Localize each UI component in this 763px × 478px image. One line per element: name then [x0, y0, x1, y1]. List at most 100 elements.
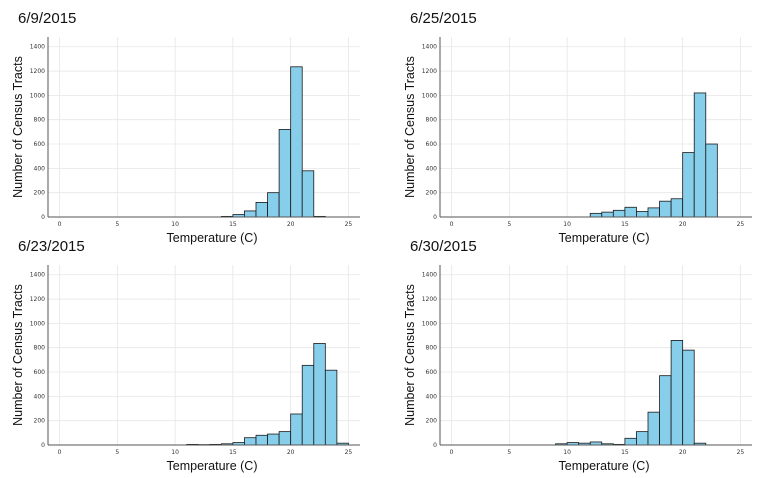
histogram-bar: [647, 207, 660, 218]
histogram-bar: [301, 170, 315, 218]
histogram-bar: [659, 200, 672, 218]
histogram-bar: [682, 152, 695, 218]
y-tick-label: 600: [34, 369, 46, 376]
x-tick-label: 15: [229, 449, 237, 456]
histogram-bar: [636, 211, 649, 218]
x-tick-label: 20: [287, 221, 295, 228]
x-tick-label: 15: [229, 221, 237, 228]
histogram-bar: [601, 211, 614, 218]
y-tick-label: 400: [34, 165, 46, 172]
histogram-bar: [267, 192, 280, 218]
histogram-panel-1: 6/9/2015 0 5 10 15 20 25 0 200 400 600 800 1000 1200…: [11, 10, 388, 245]
histogram-bar: [647, 411, 660, 446]
y-axis-title: Number of Census Tracts: [403, 284, 417, 426]
y-tick-label: 600: [426, 369, 438, 376]
y-tick-label: 1000: [422, 320, 437, 327]
x-tick-label: 25: [345, 221, 353, 228]
x-tick-label: 10: [171, 449, 179, 456]
y-tick-label: 600: [426, 141, 438, 148]
histogram-bar: [301, 364, 315, 446]
x-tick-label: 10: [563, 449, 571, 456]
y-tick-label: 600: [34, 141, 46, 148]
y-tick-label: 800: [426, 117, 438, 124]
y-axis-title: Number of Census Tracts: [11, 284, 25, 426]
y-tick-label: 0: [433, 442, 437, 449]
histogram-bar: [636, 431, 649, 446]
panel-title: 6/25/2015: [410, 10, 477, 27]
panel-title: 6/30/2015: [410, 238, 477, 255]
histogram-bar: [313, 343, 326, 446]
x-axis-title: Temperature (C): [559, 231, 650, 245]
histogram-chart: 0 5 10 15 20 25 0 200 400 600 800 1000 1200 1400 Tempe…: [11, 37, 360, 245]
y-tick-label: 0: [41, 214, 45, 221]
histogram-bar: [290, 413, 303, 446]
histogram-bar: [705, 143, 718, 218]
histogram-bar: [255, 202, 268, 218]
y-tick-label: 1400: [422, 44, 437, 51]
y-tick-label: 1400: [30, 272, 45, 279]
histogram-bar: [324, 369, 338, 446]
y-tick-label: 200: [426, 190, 438, 197]
x-tick-label: 25: [737, 221, 745, 228]
y-tick-label: 400: [426, 393, 438, 400]
histogram-bar: [278, 431, 292, 446]
x-tick-label: 5: [507, 221, 511, 228]
histogram-chart: 0 5 10 15 20 25 0 200 400 600 800 1000 1200 1400 Tempe…: [403, 265, 752, 473]
x-axis-title: Temperature (C): [559, 459, 650, 473]
y-tick-label: 800: [426, 345, 438, 352]
histogram-bar: [670, 198, 684, 218]
panel-title: 6/9/2015: [18, 10, 77, 27]
x-tick-label: 5: [115, 221, 119, 228]
histogram-bar: [624, 206, 637, 218]
histogram-chart: 0 5 10 15 20 25 0 200 400 600 800 1000 1200 1400 Tempe…: [403, 37, 752, 245]
x-tick-label: 10: [171, 221, 179, 228]
x-tick-label: 15: [621, 221, 629, 228]
y-tick-label: 1400: [422, 272, 437, 279]
histogram-panel-2: 6/25/2015 0 5 10 15 20 25 0 200 400 600 800 1000 120…: [403, 10, 763, 245]
x-tick-label: 0: [450, 221, 454, 228]
x-tick-label: 5: [507, 449, 511, 456]
y-tick-label: 200: [426, 418, 438, 425]
x-tick-label: 5: [115, 449, 119, 456]
y-tick-label: 1000: [30, 92, 45, 99]
histogram-bar: [659, 375, 672, 446]
y-tick-label: 200: [34, 190, 46, 197]
panel-title: 6/23/2015: [18, 238, 85, 255]
histogram-bar: [624, 437, 637, 446]
y-tick-label: 1200: [30, 296, 45, 303]
histogram-bar: [682, 349, 695, 446]
histogram-bar: [267, 433, 280, 446]
histogram-bar: [255, 434, 268, 446]
histogram-bar: [693, 92, 707, 218]
histogram-panel-4: 6/30/2015 0 5 10 15 20 25 0 200 400 600 800 1000 120…: [403, 238, 763, 473]
x-tick-label: 20: [679, 221, 687, 228]
x-tick-label: 20: [679, 449, 687, 456]
histogram-bar: [670, 340, 684, 446]
x-axis-title: Temperature (C): [167, 459, 258, 473]
histogram-bar: [244, 437, 257, 446]
histogram-bar: [589, 212, 603, 218]
x-tick-label: 0: [58, 221, 62, 228]
x-tick-label: 25: [345, 449, 353, 456]
x-tick-label: 10: [563, 221, 571, 228]
y-tick-label: 800: [34, 117, 46, 124]
x-tick-label: 25: [737, 449, 745, 456]
histogram-bar: [290, 66, 303, 218]
y-tick-label: 200: [34, 418, 46, 425]
y-tick-label: 1200: [30, 68, 45, 75]
y-axis-title: Number of Census Tracts: [11, 56, 25, 198]
histogram-bar: [278, 129, 292, 218]
y-tick-label: 400: [34, 393, 46, 400]
histogram-bar: [244, 210, 257, 218]
y-tick-label: 1000: [30, 320, 45, 327]
histogram-bar: [612, 209, 626, 218]
y-tick-label: 1200: [422, 68, 437, 75]
y-tick-label: 400: [426, 165, 438, 172]
x-tick-label: 0: [58, 449, 62, 456]
y-tick-label: 0: [41, 442, 45, 449]
histogram-chart: 0 5 10 15 20 25 0 200 400 600 800 1000 1200 1400 Tempe…: [11, 265, 360, 473]
y-axis-title: Number of Census Tracts: [403, 56, 417, 198]
y-tick-label: 800: [34, 345, 46, 352]
x-axis-title: Temperature (C): [167, 231, 258, 245]
x-tick-label: 15: [621, 449, 629, 456]
